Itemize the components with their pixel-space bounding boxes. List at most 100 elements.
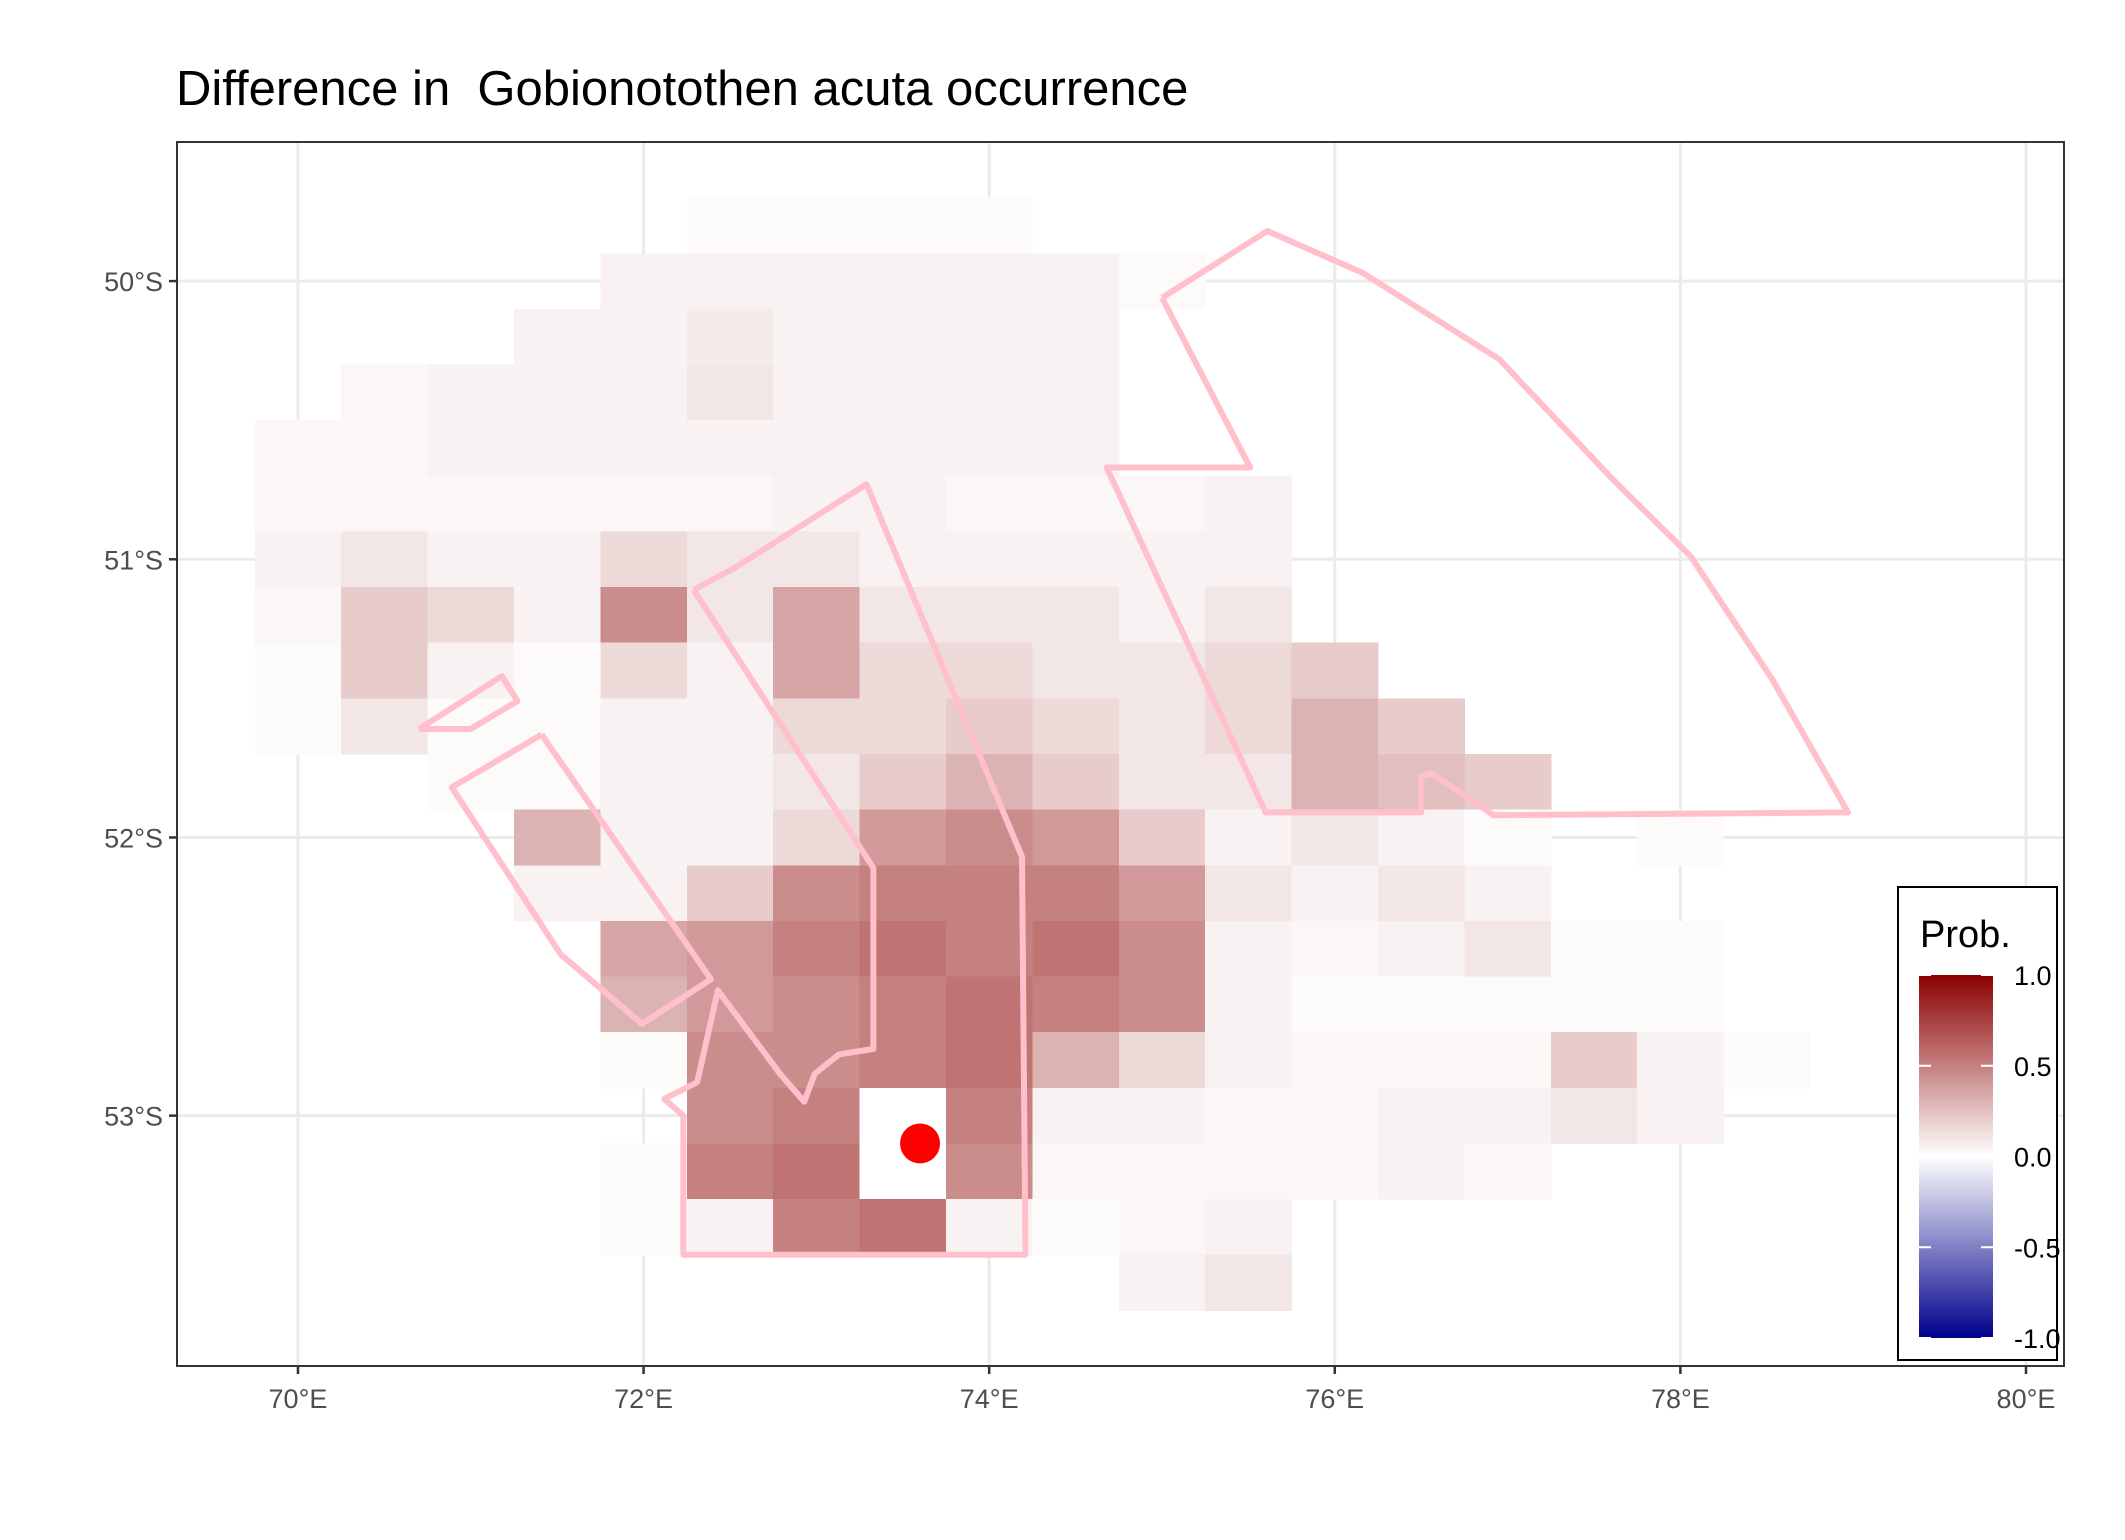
raster-cell (773, 642, 861, 699)
x-tick-label: 78°E (1651, 1384, 1710, 1414)
raster-cell (686, 1087, 774, 1145)
raster-cell (1637, 976, 1725, 1033)
zone-outline (1103, 228, 1851, 819)
raster-cell (1637, 809, 1725, 866)
raster-cell (1291, 1143, 1379, 1200)
raster-cell (513, 475, 601, 533)
raster-cell (1032, 920, 1120, 978)
raster-cell (945, 364, 1033, 421)
raster (254, 197, 1811, 1311)
raster-cell (1291, 698, 1379, 755)
y-tick-label: 51°S (104, 545, 163, 575)
raster-cell (1291, 642, 1379, 699)
raster-cell (427, 754, 515, 811)
raster-cell (773, 865, 861, 922)
raster-cell (1118, 976, 1206, 1033)
x-tick-label: 70°E (269, 1384, 328, 1414)
raster-cell (1205, 475, 1293, 533)
legend-tick-label: -1.0 (2014, 1324, 2061, 1354)
raster-cell (1550, 920, 1638, 978)
raster-cell (945, 1199, 1033, 1256)
raster-cell (773, 475, 861, 533)
x-tick-label: 76°E (1305, 1384, 1364, 1414)
raster-cell (686, 698, 774, 755)
raster-cell (859, 698, 947, 755)
raster-cell (773, 531, 861, 588)
legend-tick-label: 0.5 (2014, 1052, 2052, 1082)
raster-cell (1118, 587, 1206, 644)
raster-cell (1464, 1087, 1552, 1145)
raster-cell (341, 364, 429, 421)
raster-cell (254, 698, 342, 755)
raster-cell (1291, 809, 1379, 866)
raster-cell (1464, 1143, 1552, 1200)
raster-cell (1464, 1032, 1552, 1089)
raster-cell (1032, 976, 1120, 1033)
raster-cell (1032, 253, 1120, 310)
raster-cell (945, 809, 1033, 866)
raster-cell (1464, 809, 1552, 866)
x-tick-label: 80°E (1997, 1384, 2056, 1414)
raster-cell (859, 253, 947, 310)
raster-cell (1550, 1087, 1638, 1145)
raster-cell (1205, 920, 1293, 978)
raster-cell (513, 364, 601, 421)
raster-cell (1118, 920, 1206, 978)
raster-cell (1205, 1143, 1293, 1200)
panel-border (176, 141, 2065, 1367)
raster-cell (686, 920, 774, 978)
raster-cell (686, 531, 774, 588)
raster-cell (1291, 920, 1379, 978)
raster-cell (1118, 1032, 1206, 1089)
raster-cell (600, 698, 688, 755)
raster-cell (341, 475, 429, 533)
raster-cell (1118, 754, 1206, 811)
raster-cell (600, 308, 688, 366)
raster-cell (1291, 754, 1379, 811)
raster-cell (1118, 1143, 1206, 1200)
raster-cell (1118, 698, 1206, 755)
raster-cell (1377, 809, 1465, 866)
raster-cell (859, 587, 947, 644)
chart-title: Difference in Gobionotothen acuta occurr… (176, 62, 1188, 116)
raster-cell (859, 642, 947, 699)
raster-cell (1205, 1254, 1293, 1311)
raster-cell (1032, 754, 1120, 811)
raster-cell (773, 1143, 861, 1200)
raster-cell (1032, 809, 1120, 866)
raster-cell (686, 420, 774, 477)
raster-cell (945, 531, 1033, 588)
raster-cell (1032, 587, 1120, 644)
raster-cell (859, 754, 947, 811)
raster-cell (600, 253, 688, 310)
raster-cell (600, 475, 688, 533)
raster-cell (1118, 1199, 1206, 1256)
raster-cell (1464, 920, 1552, 978)
raster-cell (1032, 642, 1120, 699)
raster-cell (945, 976, 1033, 1033)
raster-cell (427, 587, 515, 644)
raster-cell (1637, 1032, 1725, 1089)
raster-cell (686, 197, 774, 254)
raster-cell (254, 642, 342, 699)
raster-cell (773, 420, 861, 477)
raster-cell (513, 587, 601, 644)
raster-cell (686, 865, 774, 922)
raster-cell (600, 865, 688, 922)
raster-cell (686, 754, 774, 811)
raster-cell (600, 364, 688, 421)
raster-cell (1464, 976, 1552, 1033)
zone-outline (417, 673, 521, 732)
raster-cell (945, 587, 1033, 644)
raster-cell (945, 253, 1033, 310)
raster-cell (1032, 1199, 1120, 1256)
raster-cell (427, 364, 515, 421)
raster-cell (254, 587, 342, 644)
raster-cell (859, 809, 947, 866)
raster-cell (513, 420, 601, 477)
legend-tick-label: 1.0 (2014, 961, 2052, 991)
legend-tick-label: 0.0 (2014, 1143, 2052, 1173)
raster-cell (686, 475, 774, 533)
raster-cell (859, 308, 947, 366)
raster-cell (1032, 1143, 1120, 1200)
